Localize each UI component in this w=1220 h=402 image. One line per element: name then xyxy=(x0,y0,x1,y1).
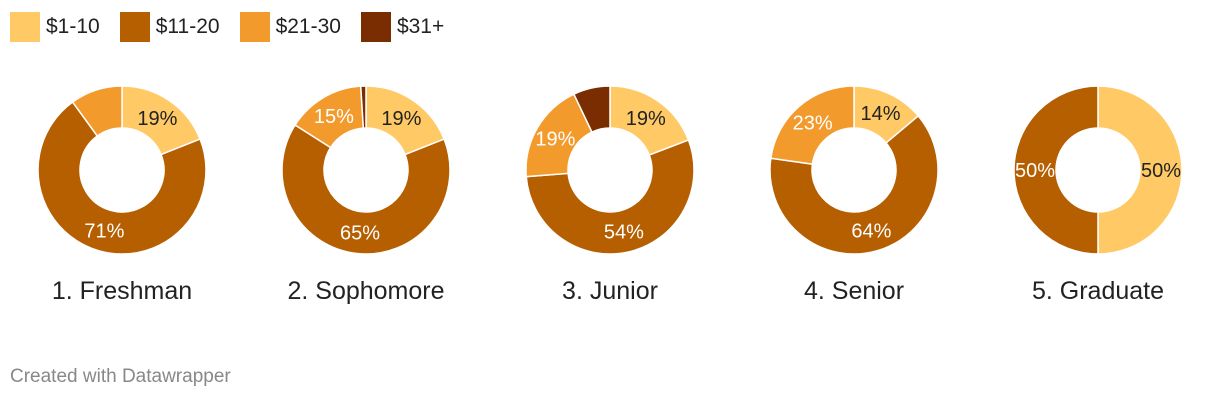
slice-label: 15% xyxy=(314,106,354,128)
legend-swatch xyxy=(239,12,270,42)
legend-item-11-20: $11-20 xyxy=(119,12,220,42)
slice-label: 23% xyxy=(793,112,833,134)
chart-title: 4. Senior xyxy=(804,277,904,305)
legend-item-31-plus: $31+ xyxy=(360,12,445,42)
slice-label: 19% xyxy=(137,108,177,130)
legend-swatch xyxy=(10,12,40,42)
chart-title: 1. Freshman xyxy=(52,277,192,305)
slice-label: 54% xyxy=(604,221,644,243)
slice-label: 50% xyxy=(1141,160,1181,182)
legend-label: $21-30 xyxy=(275,15,341,38)
slice-label: 65% xyxy=(340,223,380,245)
slice-31 xyxy=(572,85,611,134)
slice-label: 50% xyxy=(1015,160,1055,182)
slice-11-20 xyxy=(37,100,207,255)
chart-title: 2. Sophomore xyxy=(287,277,444,305)
slice-11-20 xyxy=(525,139,695,255)
slice-label: 19% xyxy=(381,108,421,130)
donut-chart-1-freshman: 19% 71% 1. Freshman xyxy=(37,85,207,305)
donut-chart-3-junior: 19% 54% 19% 3. Junior xyxy=(525,85,695,305)
legend-label: $11-20 xyxy=(155,15,220,38)
slice-11-20 xyxy=(281,123,451,255)
legend-swatch xyxy=(119,12,150,42)
legend: $1-10 $11-20 $21-30 $31+ xyxy=(10,12,464,42)
donut-chart-2-sophomore: 19% 65% 15% 2. Sophomore xyxy=(281,85,451,305)
donut-chart-5-graduate: 50% 50% 5. Graduate xyxy=(1013,85,1183,305)
chart-title: 3. Junior xyxy=(562,277,658,305)
legend-label: $1-10 xyxy=(46,15,100,38)
slice-label: 14% xyxy=(861,103,901,125)
slice-label: 19% xyxy=(535,129,575,151)
footer-credit: Created with Datawrapper xyxy=(10,366,231,387)
legend-item-1-10: $1-10 xyxy=(10,12,100,42)
slice-11-20 xyxy=(769,114,939,255)
donut-chart-4-senior: 14% 64% 23% 4. Senior xyxy=(769,85,939,305)
chart-title: 5. Graduate xyxy=(1032,277,1164,305)
slice-11-20 xyxy=(1013,85,1099,255)
legend-item-21-30: $21-30 xyxy=(239,12,341,42)
slice-31 xyxy=(359,85,367,129)
slice-label: 64% xyxy=(851,221,891,243)
slice-21-30 xyxy=(769,85,855,165)
slice-label: 71% xyxy=(84,220,124,242)
slice-label: 19% xyxy=(626,108,666,130)
slice-1-10 xyxy=(1097,85,1183,255)
legend-label: $31+ xyxy=(396,15,445,38)
legend-swatch xyxy=(360,12,391,42)
slice-21-30 xyxy=(71,85,123,138)
